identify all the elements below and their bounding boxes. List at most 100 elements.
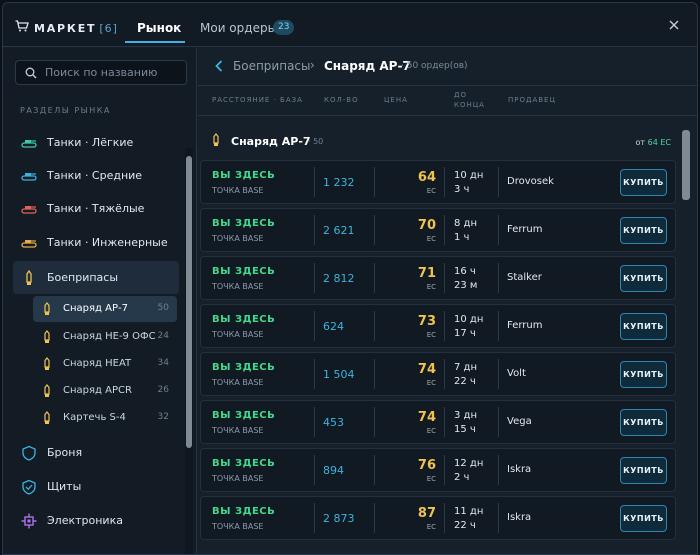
column-divider bbox=[314, 359, 315, 389]
column-seller[interactable]: ПРОДАВЕЦ bbox=[508, 96, 556, 104]
seller-name[interactable]: Iskra bbox=[507, 512, 532, 523]
location-label: ВЫ ЗДЕСЬ bbox=[212, 458, 276, 469]
category-tanks-heavy[interactable]: Танки · Тяжёлые bbox=[13, 192, 179, 225]
buy-button[interactable]: КУПИТЬ bbox=[620, 457, 667, 484]
subcategory-ap7[interactable]: Снаряд АР-7 50 bbox=[33, 296, 177, 322]
category-tanks-engineering[interactable]: Танки · Инженерные bbox=[13, 226, 179, 259]
column-divider bbox=[374, 407, 375, 437]
column-divider bbox=[498, 167, 499, 197]
seller-name[interactable]: Vega bbox=[507, 416, 532, 427]
order-row: ВЫ ЗДЕСЬ ТОЧКА BASE 624 73 ЕС 10 дн 17 ч Ferrum… bbox=[200, 304, 676, 348]
order-qty: 2 621 bbox=[323, 224, 355, 237]
buy-button[interactable]: КУПИТЬ bbox=[620, 217, 667, 244]
seller-name[interactable]: Ferrum bbox=[507, 224, 543, 235]
base-label: ТОЧКА BASE bbox=[212, 474, 264, 483]
search-placeholder: Поиск по названию bbox=[45, 66, 158, 79]
subcategory-count: 34 bbox=[157, 358, 169, 368]
category-tanks-medium[interactable]: Танки · Средние bbox=[13, 159, 179, 192]
column-divider bbox=[444, 167, 445, 197]
orders-panel: Боеприпасы › Снаряд АР-7 · 50 ордер(ов) … bbox=[198, 48, 697, 554]
category-label: Щиты bbox=[47, 480, 82, 493]
base-label: ТОЧКА BASE bbox=[212, 426, 264, 435]
tab-my-orders[interactable]: Мои ордеры bbox=[200, 21, 278, 35]
time-remaining-secondary: 2 ч bbox=[454, 472, 470, 483]
sidebar-scroll-thumb[interactable] bbox=[186, 156, 192, 448]
time-remaining-primary: 11 дн bbox=[454, 506, 484, 517]
cart-icon bbox=[15, 20, 29, 32]
order-price: 70 bbox=[417, 218, 436, 233]
column-time-a[interactable]: ДО bbox=[454, 91, 467, 99]
buy-button[interactable]: КУПИТЬ bbox=[620, 313, 667, 340]
close-icon[interactable] bbox=[668, 19, 680, 31]
column-divider bbox=[374, 311, 375, 341]
subcategory-apcr[interactable]: Снаряд APCR 26 bbox=[33, 378, 177, 404]
category-shields[interactable]: Щиты bbox=[13, 470, 179, 503]
breadcrumb: Боеприпасы › Снаряд АР-7 · 50 ордер(ов) bbox=[198, 48, 697, 86]
currency-label: ЕС bbox=[426, 331, 436, 339]
window-title: МАРКЕТ [6] bbox=[34, 22, 118, 35]
orders-count-badge: 23 bbox=[273, 20, 295, 35]
time-remaining-primary: 8 дн bbox=[454, 218, 477, 229]
time-remaining-primary: 10 дн bbox=[454, 314, 484, 325]
column-price[interactable]: ЦЕНА bbox=[384, 96, 408, 104]
order-row: ВЫ ЗДЕСЬ ТОЧКА BASE 2 621 70 ЕС 8 дн 1 ч Ferrum… bbox=[200, 208, 676, 252]
column-divider bbox=[374, 503, 375, 533]
column-divider bbox=[314, 503, 315, 533]
buy-button[interactable]: КУПИТЬ bbox=[620, 169, 667, 196]
subcategory-count: 26 bbox=[157, 385, 169, 395]
subcategory-label: Снаряд HE-9 ОФС bbox=[63, 331, 156, 342]
seller-name[interactable]: Volt bbox=[507, 368, 526, 379]
column-qty[interactable]: КОЛ-ВО bbox=[324, 96, 359, 104]
buy-button[interactable]: КУПИТЬ bbox=[620, 265, 667, 292]
seller-name[interactable]: Ferrum bbox=[507, 320, 543, 331]
time-remaining-secondary: 1 ч bbox=[454, 232, 470, 243]
column-divider bbox=[314, 215, 315, 245]
column-divider bbox=[444, 455, 445, 485]
column-divider bbox=[498, 311, 499, 341]
category-electronics[interactable]: Электроника bbox=[13, 504, 179, 537]
category-ammo[interactable]: Боеприпасы bbox=[13, 261, 179, 294]
time-remaining-secondary: 15 ч bbox=[454, 424, 476, 435]
order-row: ВЫ ЗДЕСЬ ТОЧКА BASE 453 74 ЕС 3 дн 15 ч Vega КУП… bbox=[200, 400, 676, 444]
search-input[interactable]: Поиск по названию bbox=[15, 60, 187, 85]
location-label: ВЫ ЗДЕСЬ bbox=[212, 314, 276, 325]
breadcrumb-current: Снаряд АР-7 bbox=[324, 59, 411, 73]
base-label: ТОЧКА BASE bbox=[212, 282, 264, 291]
window-header: МАРКЕТ [6] Рынок Мои ордеры 23 bbox=[3, 3, 697, 47]
currency-label: ЕС bbox=[426, 427, 436, 435]
buy-button[interactable]: КУПИТЬ bbox=[620, 409, 667, 436]
seller-name[interactable]: Drovosek bbox=[507, 176, 554, 187]
time-remaining-secondary: 22 ч bbox=[454, 520, 476, 531]
column-divider bbox=[374, 167, 375, 197]
seller-name[interactable]: Iskra bbox=[507, 464, 532, 475]
ammo-icon bbox=[26, 270, 32, 285]
category-label: Танки · Средние bbox=[47, 169, 143, 182]
category-armor[interactable]: Броня bbox=[13, 436, 179, 469]
subcategory-he9[interactable]: Снаряд HE-9 ОФС 24 bbox=[33, 324, 177, 350]
base-label: ТОЧКА BASE bbox=[212, 330, 264, 339]
location-label: ВЫ ЗДЕСЬ bbox=[212, 362, 276, 373]
seller-name[interactable]: Stalker bbox=[507, 272, 542, 283]
chevron-left-icon[interactable] bbox=[214, 60, 224, 72]
subcategory-label: Снаряд HEAT bbox=[63, 358, 132, 369]
buy-button[interactable]: КУПИТЬ bbox=[620, 361, 667, 388]
subcategory-heat[interactable]: Снаряд HEAT 34 bbox=[33, 351, 177, 377]
location-label: ВЫ ЗДЕСЬ bbox=[212, 506, 276, 517]
buy-button[interactable]: КУПИТЬ bbox=[620, 505, 667, 532]
breadcrumb-parent[interactable]: Боеприпасы bbox=[233, 59, 311, 73]
orders-scroll-thumb[interactable] bbox=[682, 130, 690, 200]
order-qty: 1 232 bbox=[323, 176, 355, 189]
column-distance[interactable]: РАССТОЯНИЕ · БАЗА bbox=[212, 96, 303, 104]
tab-market[interactable]: Рынок bbox=[137, 21, 182, 35]
category-tanks-light[interactable]: Танки · Лёгкие bbox=[13, 126, 179, 159]
tank-icon bbox=[21, 140, 37, 148]
base-label: ТОЧКА BASE bbox=[212, 234, 264, 243]
subcategory-count: 24 bbox=[157, 331, 169, 341]
order-row: ВЫ ЗДЕСЬ ТОЧКА BASE 894 76 ЕС 12 дн 2 ч Iskra КУ… bbox=[200, 448, 676, 492]
column-time-b[interactable]: КОНЦА bbox=[454, 101, 485, 109]
column-divider bbox=[444, 311, 445, 341]
chip-icon bbox=[21, 513, 37, 529]
currency-label: ЕС bbox=[426, 523, 436, 531]
subcategory-buckshot[interactable]: Картечь S-4 32 bbox=[33, 405, 177, 431]
